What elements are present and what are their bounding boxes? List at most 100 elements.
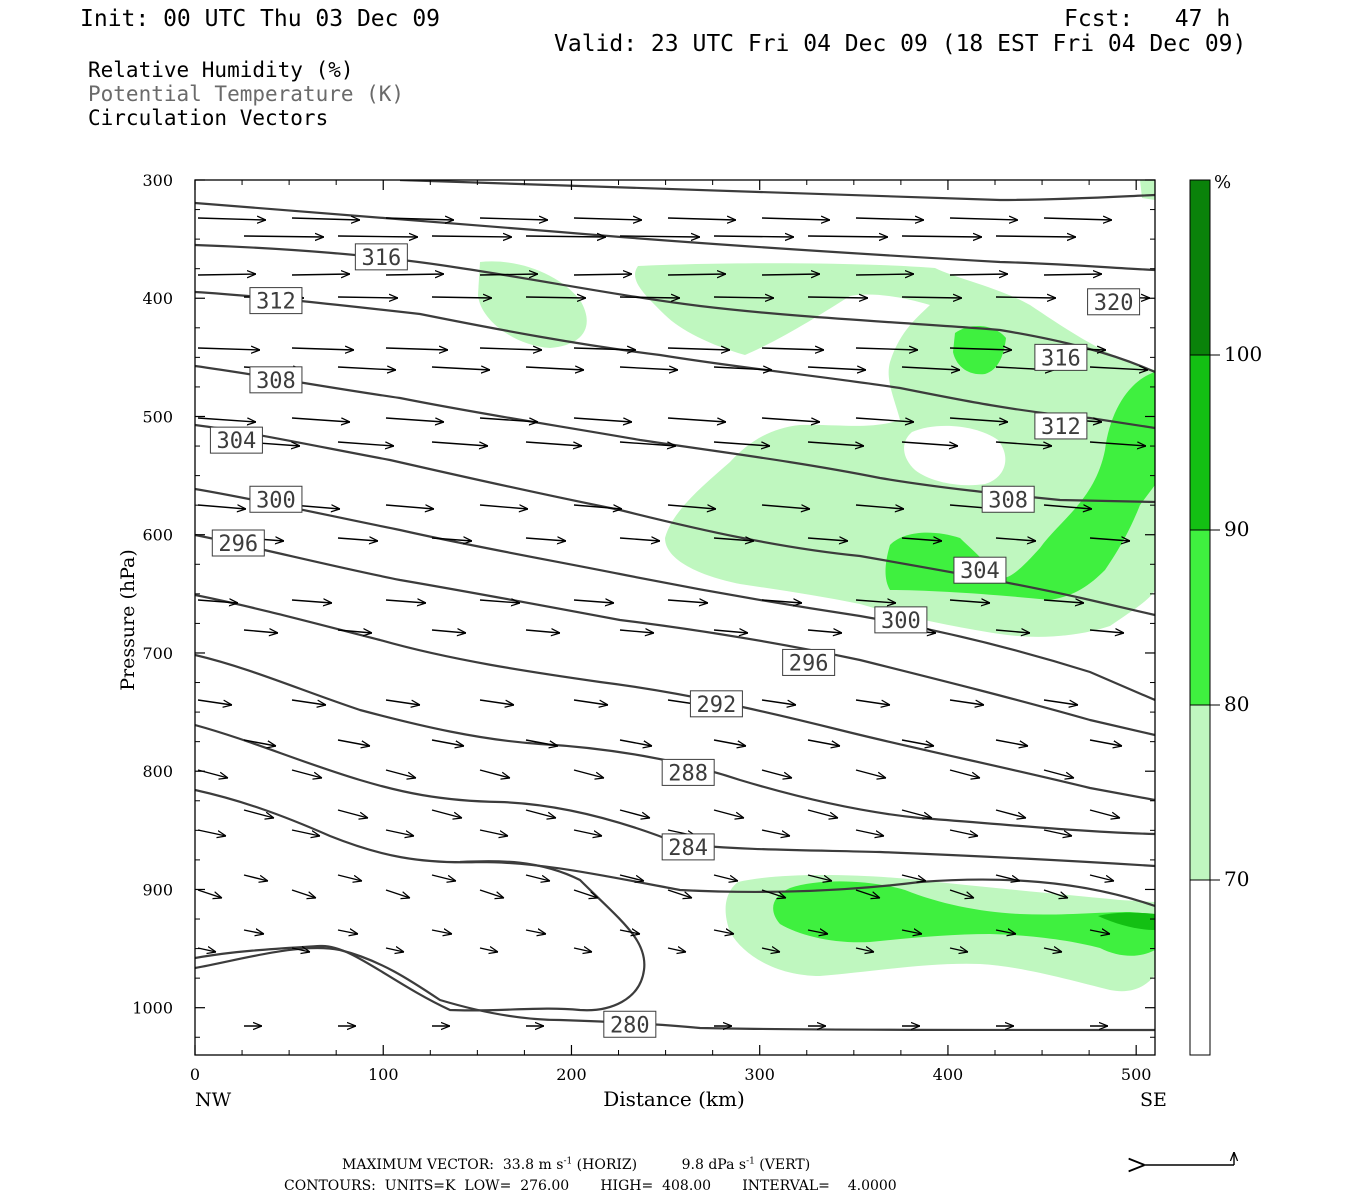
circulation-vector <box>667 600 708 603</box>
theta-label-box <box>953 556 1007 584</box>
circulation-vector <box>901 442 958 446</box>
circulation-vector <box>949 948 968 952</box>
circulation-vector <box>573 505 622 509</box>
circulation-vector <box>995 930 1016 934</box>
circulation-vector <box>291 274 350 275</box>
theta-label: 320 <box>1094 291 1134 316</box>
circulation-vector <box>1043 274 1102 275</box>
theta-label: 284 <box>668 836 708 861</box>
colorbar-level-label: 80 <box>1224 692 1249 716</box>
theta-label-box <box>1087 288 1141 316</box>
circulation-vector <box>291 600 332 603</box>
rh-70-region <box>635 263 1155 637</box>
circulation-vector <box>761 948 780 952</box>
plot-frame <box>194 179 1156 1056</box>
circulation-vector <box>995 739 1028 746</box>
circulation-vector <box>855 769 886 778</box>
theta-label-box <box>782 648 836 676</box>
circulation-vector <box>385 699 420 705</box>
circulation-vector <box>291 218 360 220</box>
circulation-vector <box>525 442 582 446</box>
horiz-tag: (HORIZ) <box>576 1157 638 1173</box>
circulation-vector <box>525 367 584 370</box>
y-tick-label: 900 <box>142 880 173 899</box>
circulation-vector <box>431 630 466 633</box>
circulation-vector <box>855 348 918 350</box>
circulation-vector <box>901 236 982 237</box>
circulation-vector <box>761 418 820 422</box>
circulation-vector <box>667 505 716 509</box>
theta-label-box <box>249 366 303 394</box>
circulation-vector <box>573 418 632 422</box>
circulation-vector <box>385 218 454 220</box>
circulation-vector <box>385 348 448 350</box>
theta-label-box <box>249 485 303 513</box>
circulation-vector <box>337 809 368 818</box>
circulation-vector <box>337 630 372 633</box>
circulation-vector <box>525 297 586 298</box>
circulation-vector <box>855 829 884 836</box>
circulation-vector <box>197 505 246 509</box>
circulation-vector <box>243 809 274 818</box>
circulation-vector <box>995 442 1052 446</box>
circulation-vector <box>667 418 726 422</box>
circulation-vector <box>573 274 632 275</box>
colorbar-band-below-70 <box>1189 879 1211 1056</box>
y-tick-label: 700 <box>142 644 173 663</box>
circulation-vector <box>761 274 820 275</box>
circulation-vector <box>337 538 378 541</box>
colorbar-unit: % <box>1214 172 1231 193</box>
circulation-vector <box>1089 367 1148 370</box>
rh-90-region <box>1098 912 1155 930</box>
colorbar: 70 80 90 100% <box>1189 172 1262 1056</box>
circulation-vector <box>525 538 566 541</box>
theta-label: 312 <box>256 290 296 315</box>
circulation-vector <box>807 297 868 298</box>
circulation-vector <box>1089 538 1130 541</box>
circulation-vector <box>949 889 974 898</box>
circulation-vector <box>855 218 924 220</box>
circulation-vector <box>995 874 1020 881</box>
circulation-vector <box>713 739 746 746</box>
circulation-vector <box>901 874 926 881</box>
circulation-vector <box>197 699 232 705</box>
circulation-vector <box>761 348 824 350</box>
circulation-vector <box>807 442 864 446</box>
x-tick-label: 500 <box>1121 1065 1152 1084</box>
circulation-vector <box>385 889 410 898</box>
circulation-vector <box>761 600 802 603</box>
field-label-vectors: Circulation Vectors <box>88 106 329 130</box>
circulation-vector <box>901 809 932 818</box>
circulation-vector <box>291 948 310 952</box>
circulation-vector <box>995 538 1036 541</box>
theta-label-box <box>354 243 408 271</box>
theta-label-box <box>981 485 1035 513</box>
circulation-vector <box>431 930 452 934</box>
circulation-vector <box>479 505 528 509</box>
circulation-vector <box>949 418 1008 422</box>
circulation-vector <box>807 630 842 633</box>
circulation-vector <box>713 367 772 370</box>
circulation-vector <box>197 829 226 836</box>
circulation-vector <box>337 297 398 298</box>
y-tick-label: 500 <box>142 407 173 426</box>
theta-label: 304 <box>217 429 257 454</box>
x-tick-label: 300 <box>744 1065 775 1084</box>
circulation-vector <box>479 769 510 778</box>
circulation-vector <box>713 236 794 237</box>
circulation-vector <box>807 367 866 370</box>
rh-80-region <box>773 881 1155 956</box>
theta-label: 308 <box>256 369 296 394</box>
circulation-vector <box>525 809 556 818</box>
circulation-vector <box>949 600 990 603</box>
circulation-vector <box>619 630 654 633</box>
circulation-vector <box>667 274 726 275</box>
circulation-vector <box>901 538 942 541</box>
colorbar-band-90 <box>1189 354 1211 531</box>
theta-label: 280 <box>610 1013 650 1038</box>
theta-label-box <box>661 758 715 786</box>
circulation-vector <box>1043 505 1092 509</box>
horiz-value: 33.8 <box>502 1157 535 1173</box>
x-tick-label: 0 <box>190 1065 200 1084</box>
circulation-vector <box>855 274 914 275</box>
